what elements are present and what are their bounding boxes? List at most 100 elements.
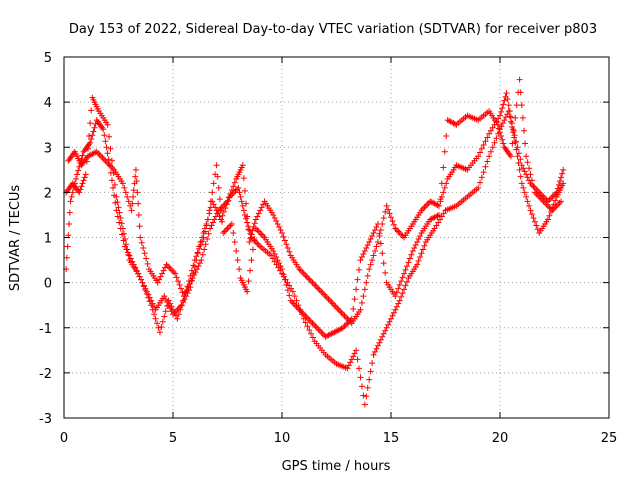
data-point [289, 288, 296, 295]
data-point [104, 150, 111, 157]
y-tick-label: 0 [44, 277, 52, 292]
data-point [212, 204, 219, 211]
data-point [351, 296, 358, 303]
data-point [308, 318, 315, 325]
data-point [140, 245, 147, 252]
data-point [169, 267, 176, 274]
data-point [517, 89, 524, 96]
data-point [252, 216, 259, 223]
data-point [177, 303, 184, 310]
data-point [190, 270, 197, 277]
data-point [417, 232, 424, 239]
data-point [345, 318, 352, 325]
data-point [497, 129, 503, 136]
data-point [108, 177, 115, 184]
data-point [313, 324, 320, 331]
data-point [257, 229, 264, 236]
data-point [143, 255, 150, 262]
data-point [309, 279, 316, 286]
data-point [552, 204, 559, 211]
data-point [283, 241, 290, 248]
data-point [487, 148, 494, 155]
data-point [393, 289, 400, 296]
data-point [510, 127, 517, 134]
data-point [176, 281, 183, 288]
data-point [281, 276, 288, 283]
data-point [113, 193, 120, 200]
data-point [204, 236, 211, 243]
data-point [516, 76, 523, 83]
data-point [415, 257, 422, 264]
data-point [543, 201, 550, 208]
data-point [392, 225, 399, 232]
data-point [171, 309, 178, 316]
data-point [113, 207, 120, 214]
data-point [326, 297, 333, 304]
data-point [173, 274, 180, 281]
data-point [110, 169, 117, 176]
data-point [149, 300, 156, 307]
data-point [235, 184, 242, 191]
data-point [514, 153, 521, 160]
data-point [364, 242, 371, 249]
data-point [515, 160, 522, 167]
data-point [499, 136, 506, 143]
data-point [497, 112, 503, 119]
data-point [193, 257, 200, 264]
data-point [129, 200, 136, 207]
data-point [549, 193, 556, 200]
data-point [392, 293, 399, 300]
data-point [315, 326, 322, 333]
data-point [402, 282, 409, 289]
data-point [504, 96, 511, 103]
data-point [382, 327, 389, 334]
data-point [373, 243, 380, 250]
data-point [396, 297, 403, 304]
data-point [493, 135, 500, 142]
data-point [138, 276, 145, 283]
data-point [198, 257, 205, 264]
data-point [156, 276, 163, 283]
data-point [66, 220, 73, 227]
data-point [216, 196, 223, 203]
data-point [437, 216, 444, 223]
data-point [144, 260, 151, 267]
data-point [145, 291, 152, 298]
data-point [354, 356, 361, 363]
data-point [395, 300, 402, 307]
data-point [79, 180, 86, 187]
data-point [238, 198, 245, 205]
data-point [524, 159, 531, 166]
data-point [502, 114, 509, 121]
data-point [239, 202, 246, 209]
data-point [270, 211, 277, 218]
data-point [518, 102, 525, 109]
data-point [244, 288, 251, 295]
data-point [552, 197, 559, 204]
data-point [133, 178, 140, 185]
data-point [440, 164, 447, 171]
data-point [114, 199, 121, 206]
data-point [132, 173, 139, 180]
series-satellite-track-c [63, 76, 565, 340]
data-point [245, 278, 252, 285]
data-point [203, 220, 210, 227]
data-point [161, 313, 168, 320]
data-point [559, 170, 566, 177]
data-point [270, 248, 277, 255]
data-point [280, 233, 287, 240]
data-point [342, 321, 349, 328]
data-point [159, 318, 166, 325]
data-point [435, 211, 442, 218]
data-point [440, 210, 447, 217]
data-point [484, 158, 491, 165]
data-point [402, 266, 409, 273]
data-point [139, 279, 146, 286]
data-point [179, 289, 186, 296]
data-point [389, 312, 396, 319]
data-point [132, 166, 139, 173]
data-point [130, 187, 137, 194]
data-point [219, 218, 226, 225]
data-point [170, 269, 177, 276]
data-point [435, 219, 442, 226]
